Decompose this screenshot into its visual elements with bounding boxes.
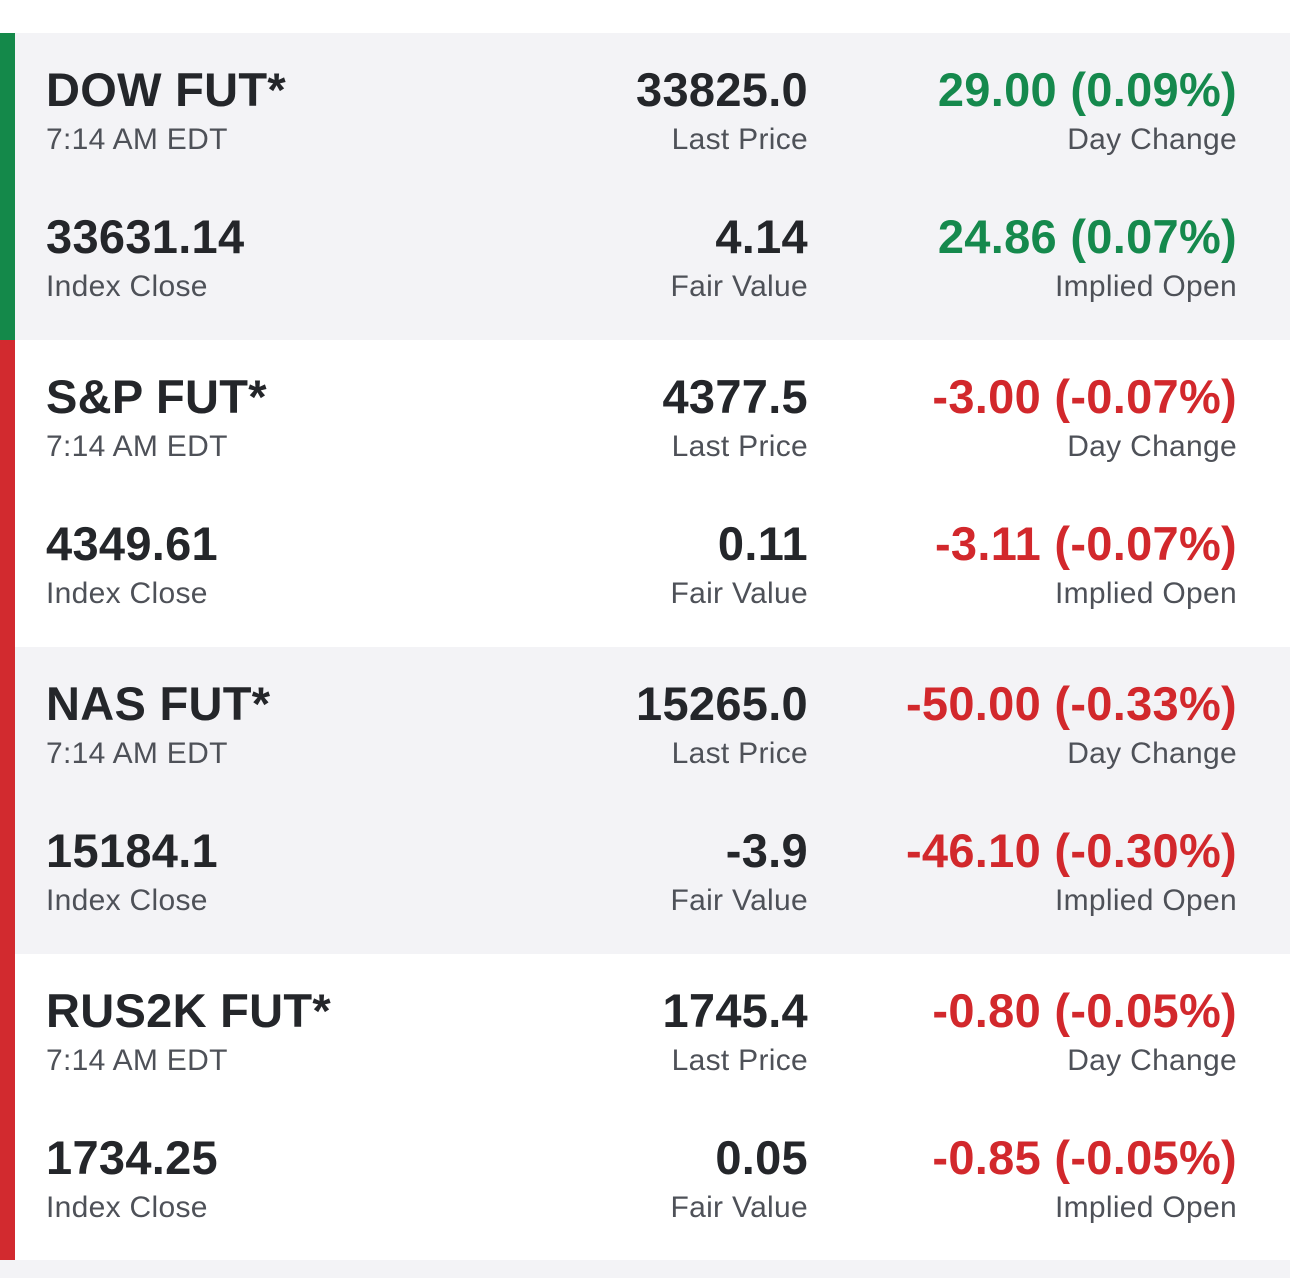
day-change-value: -0.80 (-0.05%) — [932, 984, 1237, 1037]
implied-open-value: -46.10 (-0.30%) — [905, 824, 1237, 877]
implied-open-label: Implied Open — [1054, 270, 1237, 303]
day-change-cell: -50.00 (-0.33%) Day Change — [906, 677, 1237, 772]
last-price-label: Last Price — [671, 123, 808, 156]
day-change-cell: -3.00 (-0.07%) Day Change — [932, 370, 1237, 465]
futures-row-sp[interactable]: S&P FUT* 7:14 AM EDT 4377.5 Last Price -… — [0, 340, 1290, 647]
fair-value-value: -3.9 — [725, 824, 808, 877]
direction-indicator-bar — [0, 340, 15, 647]
index-close-label: Index Close — [46, 577, 208, 610]
last-price-cell: 33825.0 Last Price — [636, 63, 808, 158]
index-close-value: 1734.25 — [46, 1131, 218, 1184]
last-price-cell: 4377.5 Last Price — [662, 370, 808, 465]
symbol-cell: NAS FUT* 7:14 AM EDT — [46, 677, 270, 772]
index-close-cell: 33631.14 Index Close — [46, 210, 244, 305]
fair-value-label: Fair Value — [670, 270, 808, 303]
last-price-cell: 1745.4 Last Price — [662, 984, 808, 1079]
symbol-cell: DOW FUT* 7:14 AM EDT — [46, 63, 286, 158]
symbol-name: S&P FUT* — [46, 370, 267, 423]
day-change-cell: 29.00 (0.09%) Day Change — [938, 63, 1237, 158]
last-price-value: 33825.0 — [636, 63, 808, 116]
implied-open-cell: -0.85 (-0.05%) Implied Open — [932, 1131, 1237, 1226]
day-change-cell: -0.80 (-0.05%) Day Change — [932, 984, 1237, 1079]
last-price-value: 1745.4 — [662, 984, 808, 1037]
symbol-name: DOW FUT* — [46, 63, 286, 116]
implied-open-cell: 24.86 (0.07%) Implied Open — [938, 210, 1237, 305]
futures-row-nas[interactable]: NAS FUT* 7:14 AM EDT 15265.0 Last Price … — [0, 647, 1290, 954]
index-close-cell: 4349.61 Index Close — [46, 517, 218, 612]
quote-time: 7:14 AM EDT — [46, 1044, 228, 1077]
day-change-value: -3.00 (-0.07%) — [932, 370, 1237, 423]
index-close-value: 4349.61 — [46, 517, 218, 570]
implied-open-label: Implied Open — [1054, 884, 1237, 917]
fair-value-value: 0.05 — [715, 1131, 808, 1184]
last-price-label: Last Price — [671, 430, 808, 463]
direction-indicator-bar — [0, 954, 15, 1261]
implied-open-value: -3.11 (-0.07%) — [934, 517, 1237, 570]
day-change-label: Day Change — [1067, 123, 1237, 156]
symbol-name: NAS FUT* — [46, 677, 271, 730]
last-price-label: Last Price — [671, 737, 808, 770]
fair-value-value: 0.11 — [717, 517, 808, 570]
fair-value-value: 4.14 — [715, 210, 808, 263]
implied-open-cell: -3.11 (-0.07%) Implied Open — [935, 517, 1237, 612]
futures-list: DOW FUT* 7:14 AM EDT 33825.0 Last Price … — [0, 33, 1290, 1261]
last-price-label: Last Price — [671, 1044, 808, 1077]
day-change-label: Day Change — [1067, 737, 1237, 770]
implied-open-label: Implied Open — [1054, 577, 1237, 610]
implied-open-cell: -46.10 (-0.30%) Implied Open — [906, 824, 1237, 919]
symbol-name: RUS2K FUT* — [46, 984, 332, 1037]
quote-time: 7:14 AM EDT — [46, 123, 228, 156]
last-price-cell: 15265.0 Last Price — [636, 677, 808, 772]
last-price-value: 4377.5 — [662, 370, 808, 423]
fair-value-label: Fair Value — [670, 1191, 808, 1224]
implied-open-value: 24.86 (0.07%) — [937, 210, 1237, 263]
index-close-cell: 1734.25 Index Close — [46, 1131, 218, 1226]
symbol-cell: RUS2K FUT* 7:14 AM EDT — [46, 984, 331, 1079]
symbol-cell: S&P FUT* 7:14 AM EDT — [46, 370, 267, 465]
next-row-partial — [0, 1260, 1290, 1278]
last-price-value: 15265.0 — [636, 677, 808, 730]
quote-time: 7:14 AM EDT — [46, 430, 228, 463]
day-change-value: -50.00 (-0.33%) — [905, 677, 1237, 730]
fair-value-label: Fair Value — [670, 577, 808, 610]
fair-value-cell: 4.14 Fair Value — [670, 210, 808, 305]
futures-row-dow[interactable]: DOW FUT* 7:14 AM EDT 33825.0 Last Price … — [0, 33, 1290, 340]
fair-value-label: Fair Value — [670, 884, 808, 917]
implied-open-label: Implied Open — [1054, 1191, 1237, 1224]
index-close-value: 15184.1 — [46, 824, 218, 877]
fair-value-cell: 0.05 Fair Value — [670, 1131, 808, 1226]
day-change-label: Day Change — [1067, 1044, 1237, 1077]
index-close-value: 33631.14 — [46, 210, 245, 263]
quote-time: 7:14 AM EDT — [46, 737, 228, 770]
direction-indicator-bar — [0, 33, 15, 340]
index-close-label: Index Close — [46, 1191, 208, 1224]
day-change-value: 29.00 (0.09%) — [937, 63, 1237, 116]
fair-value-cell: 0.11 Fair Value — [670, 517, 808, 612]
index-close-label: Index Close — [46, 270, 208, 303]
index-close-label: Index Close — [46, 884, 208, 917]
fair-value-cell: -3.9 Fair Value — [670, 824, 808, 919]
futures-row-rus2k[interactable]: RUS2K FUT* 7:14 AM EDT 1745.4 Last Price… — [0, 954, 1290, 1261]
index-close-cell: 15184.1 Index Close — [46, 824, 218, 919]
implied-open-value: -0.85 (-0.05%) — [932, 1131, 1237, 1184]
direction-indicator-bar — [0, 647, 15, 954]
day-change-label: Day Change — [1067, 430, 1237, 463]
